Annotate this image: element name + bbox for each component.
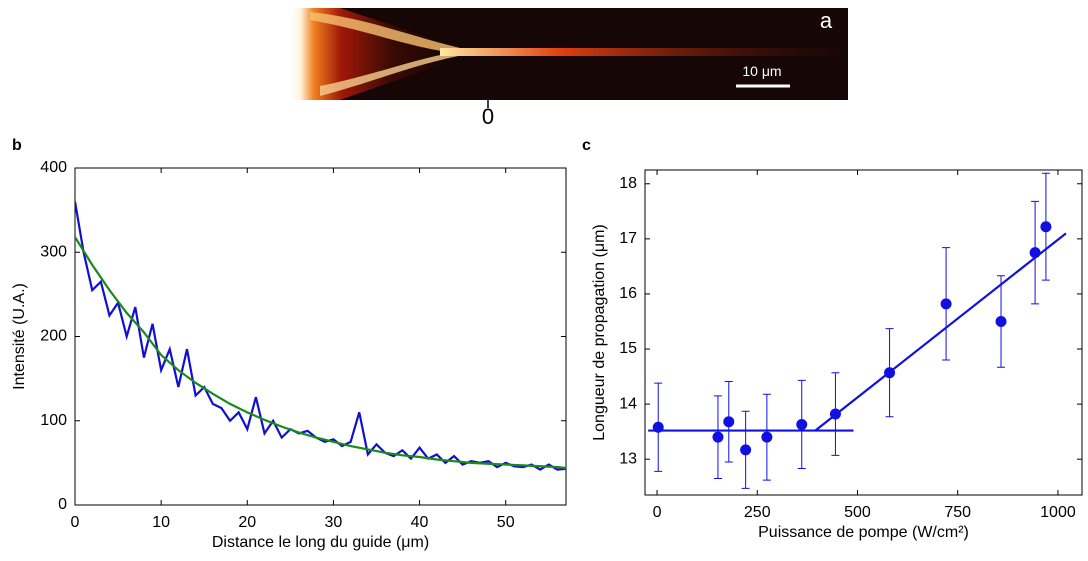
data-line	[814, 232, 1067, 432]
x-tick-label: 20	[238, 514, 256, 531]
x-tick-label: 250	[744, 504, 771, 521]
data-point	[796, 418, 808, 430]
panel-label: c	[582, 137, 591, 154]
y-tick-label: 18	[619, 175, 637, 192]
y-tick-label: 300	[40, 243, 67, 260]
x-axis-label: Distance le long du guide (μm)	[212, 534, 429, 551]
data-point	[940, 298, 952, 310]
data-line	[75, 201, 566, 471]
y-tick-label: 13	[619, 450, 637, 467]
data-point	[723, 416, 735, 428]
micrograph-branch	[320, 50, 470, 96]
y-tick-label: 0	[58, 496, 67, 513]
x-axis-label: Puissance de pompe (W/cm²)	[758, 524, 969, 541]
x-tick-label: 50	[497, 514, 515, 531]
x-tick-label: 1000	[1040, 504, 1076, 521]
y-tick-label: 100	[40, 412, 67, 429]
data-point	[1040, 221, 1052, 233]
x-tick-label: 10	[152, 514, 170, 531]
data-line	[75, 236, 566, 470]
image-panel: a 10 μm 0	[290, 8, 848, 129]
y-tick-label: 400	[40, 159, 67, 176]
y-tick-label: 16	[619, 285, 637, 302]
micrograph-branch	[310, 12, 470, 54]
data-point	[712, 431, 724, 443]
y-tick-label: 15	[619, 340, 637, 357]
y-tick-label: 14	[619, 395, 637, 412]
origin-label: 0	[482, 104, 494, 129]
data-point	[740, 444, 752, 456]
data-point	[761, 431, 773, 443]
panel-label: a	[820, 8, 833, 33]
micrograph-glow	[290, 8, 460, 100]
y-tick-label: 17	[619, 230, 637, 247]
x-tick-label: 0	[71, 514, 80, 531]
panel-label: b	[12, 137, 22, 154]
x-tick-label: 500	[844, 504, 871, 521]
data-point	[995, 315, 1007, 327]
plot-area	[648, 172, 1067, 489]
x-tick-label: 30	[325, 514, 343, 531]
y-tick-label: 200	[40, 328, 67, 345]
plot-frame	[644, 169, 1083, 496]
micrograph-guide	[440, 48, 840, 56]
y-axis-label: Intensité (U.A.)	[11, 283, 28, 390]
x-tick-label: 40	[411, 514, 429, 531]
x-tick-label: 750	[944, 504, 971, 521]
x-tick-label: 0	[653, 504, 662, 521]
y-axis-label: Longueur de propagation (μm)	[591, 224, 608, 440]
plot-area	[75, 201, 566, 471]
scale-bar-label: 10 μm	[742, 63, 781, 79]
